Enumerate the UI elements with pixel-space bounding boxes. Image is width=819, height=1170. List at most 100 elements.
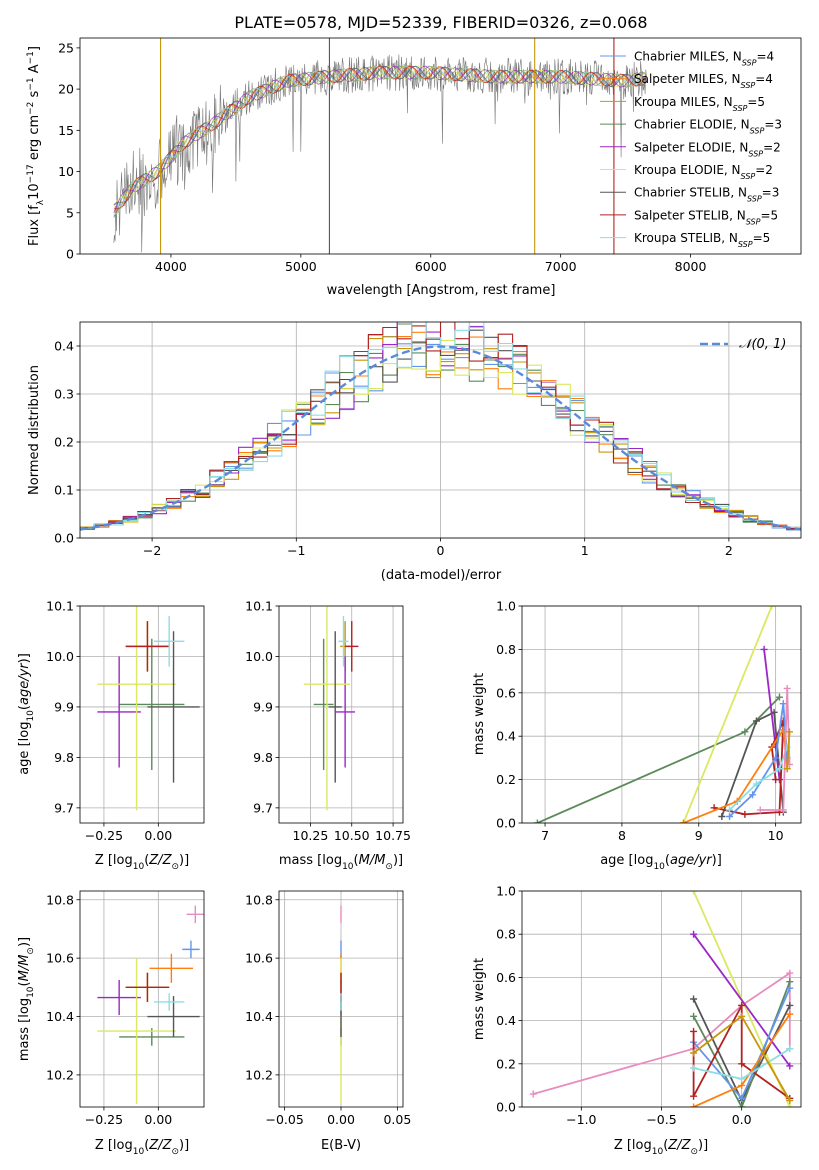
axes-mass_vs_Z: −0.25 0.00 10.2 10.4 10.6 10.8 Z [log10(Z/Z⊙)]… bbox=[17, 890, 205, 1157]
data-point bbox=[328, 631, 342, 783]
data-point bbox=[147, 996, 200, 1037]
weight-line bbox=[786, 731, 791, 769]
axes-weight_vs_Z: −1.0 −0.5 0.0 0.0 0.2 0.4 0.6 0.8 1.0 Z [log10(Z/… bbox=[472, 884, 802, 1157]
y-tick-label: 5 bbox=[66, 205, 74, 220]
x-tick-label: −1 bbox=[287, 543, 305, 558]
legend-entry: Salpeter MILES, NSSP=4 bbox=[634, 72, 773, 90]
axes-spectrum: 4000 5000 6000 7000 8000 0 5 10 15 20 25 wavelength… bbox=[26, 37, 802, 298]
weight-line bbox=[720, 710, 785, 817]
legend-entry: Chabrier ELODIE, NSSP=3 bbox=[634, 118, 782, 136]
weight-marker bbox=[726, 812, 734, 820]
y-tick-label: 0.0 bbox=[496, 1100, 516, 1115]
weight-marker bbox=[741, 728, 749, 736]
x-axis-label: E(B-V) bbox=[321, 1138, 361, 1153]
axes-age_vs_Z: −0.25 0.00 9.7 9.8 9.9 10.0 10.1 Z [log10(Z/Z⊙)… bbox=[17, 573, 205, 872]
x-axis-label: Z [log10(Z/Z⊙)] bbox=[95, 853, 189, 872]
x-axis-label: Z [log10(Z/Z⊙)] bbox=[95, 1138, 189, 1157]
x-tick-label: 0.05 bbox=[383, 1112, 411, 1127]
axes-residuals: −2 −1 0 1 2 0.0 0.1 0.2 0.3 0.4 𝒩(0, 1) (data-model… bbox=[27, 321, 802, 583]
data-point bbox=[119, 638, 185, 771]
y-tick-label: 0.4 bbox=[54, 339, 74, 354]
data-point bbox=[182, 940, 200, 959]
data-point bbox=[153, 993, 185, 1011]
x-tick-label: −0.25 bbox=[85, 828, 123, 843]
weight-marker bbox=[533, 819, 541, 823]
weight-line bbox=[760, 688, 791, 811]
data-point bbox=[145, 573, 189, 593]
weight-marker bbox=[726, 806, 734, 814]
figure-title: PLATE=0578, MJD=52339, FIBERID=0326, z=0… bbox=[234, 13, 647, 32]
weight-marker bbox=[786, 1045, 794, 1053]
legend-entry: 𝒩(0, 1) bbox=[739, 337, 786, 352]
x-tick-label: −1.0 bbox=[566, 1112, 596, 1127]
x-tick-label: 6000 bbox=[415, 259, 447, 274]
plot-area bbox=[533, 606, 793, 823]
x-tick-label: 0.00 bbox=[144, 1112, 172, 1127]
weight-marker bbox=[741, 810, 749, 818]
y-tick-label: 10.6 bbox=[46, 951, 74, 966]
y-tick-label: 0.3 bbox=[54, 387, 74, 402]
weight-line bbox=[692, 933, 791, 1067]
x-tick-label: 9 bbox=[695, 828, 703, 843]
y-tick-label: 9.9 bbox=[253, 699, 273, 714]
data-point bbox=[97, 958, 176, 1105]
weight-marker bbox=[690, 1103, 698, 1107]
y-tick-label: 0.4 bbox=[496, 1013, 516, 1028]
grid bbox=[279, 605, 403, 823]
weight-marker bbox=[786, 1001, 794, 1009]
weight-line bbox=[763, 649, 781, 780]
weight-marker bbox=[786, 1097, 794, 1105]
weight-marker bbox=[718, 812, 726, 820]
model-spectrum bbox=[113, 65, 647, 208]
weight-marker bbox=[772, 776, 780, 784]
weight-marker bbox=[786, 969, 794, 977]
legend-entry: Kroupa MILES, NSSP=5 bbox=[634, 95, 765, 113]
x-axis-label: (data-model)/error bbox=[381, 568, 502, 583]
y-tick-label: 0.8 bbox=[496, 642, 516, 657]
weight-marker bbox=[679, 819, 687, 823]
legend-entry: Salpeter ELODIE, NSSP=2 bbox=[634, 140, 781, 158]
weight-marker bbox=[690, 995, 698, 1003]
weight-marker bbox=[775, 765, 783, 773]
weight-marker bbox=[690, 930, 698, 938]
x-tick-label: 10.75 bbox=[375, 828, 411, 843]
axes-frame bbox=[79, 605, 205, 824]
observed-spectrum bbox=[113, 54, 647, 253]
y-tick-label: 0.2 bbox=[54, 435, 74, 450]
y-tick-label: 0.6 bbox=[496, 685, 516, 700]
data-point bbox=[125, 972, 170, 1002]
data-point bbox=[186, 905, 204, 924]
grid bbox=[80, 891, 204, 1107]
y-tick-label: 10.2 bbox=[245, 1067, 273, 1082]
x-axis-label: mass [log10(M/M⊙)] bbox=[279, 853, 403, 872]
y-tick-label: 10.0 bbox=[245, 649, 273, 664]
x-tick-label: 0 bbox=[437, 543, 445, 558]
legend-entry: Salpeter STELIB, NSSP=5 bbox=[634, 208, 778, 226]
x-tick-label: 8000 bbox=[675, 259, 707, 274]
y-tick-label: 0.0 bbox=[54, 531, 74, 546]
data-point bbox=[345, 621, 359, 672]
weight-marker bbox=[738, 1103, 746, 1107]
grid bbox=[522, 890, 801, 1108]
data-point bbox=[368, 576, 378, 596]
y-tick-label: 10.4 bbox=[245, 1009, 273, 1024]
x-axis-label: age [log10(age/yr)] bbox=[600, 853, 722, 872]
weight-marker bbox=[690, 1064, 698, 1072]
y-tick-label: 10.4 bbox=[46, 1009, 74, 1024]
plot-area bbox=[97, 573, 200, 811]
x-tick-label: 5000 bbox=[285, 259, 317, 274]
legend-entry: Kroupa ELODIE, NSSP=2 bbox=[634, 163, 773, 181]
y-tick-label: 10.1 bbox=[245, 599, 273, 614]
weight-marker bbox=[786, 984, 794, 992]
weight-line bbox=[682, 606, 773, 823]
plot-area bbox=[80, 322, 801, 531]
x-axis-label: Z [log10(Z/Z⊙)] bbox=[614, 1138, 708, 1157]
plot-area bbox=[303, 576, 378, 811]
x-tick-label: 10.50 bbox=[334, 828, 370, 843]
weight-marker bbox=[749, 791, 757, 799]
data-point bbox=[335, 656, 356, 768]
y-tick-label: 0.0 bbox=[496, 816, 516, 831]
y-tick-label: 10 bbox=[58, 164, 74, 179]
grid bbox=[80, 605, 204, 823]
